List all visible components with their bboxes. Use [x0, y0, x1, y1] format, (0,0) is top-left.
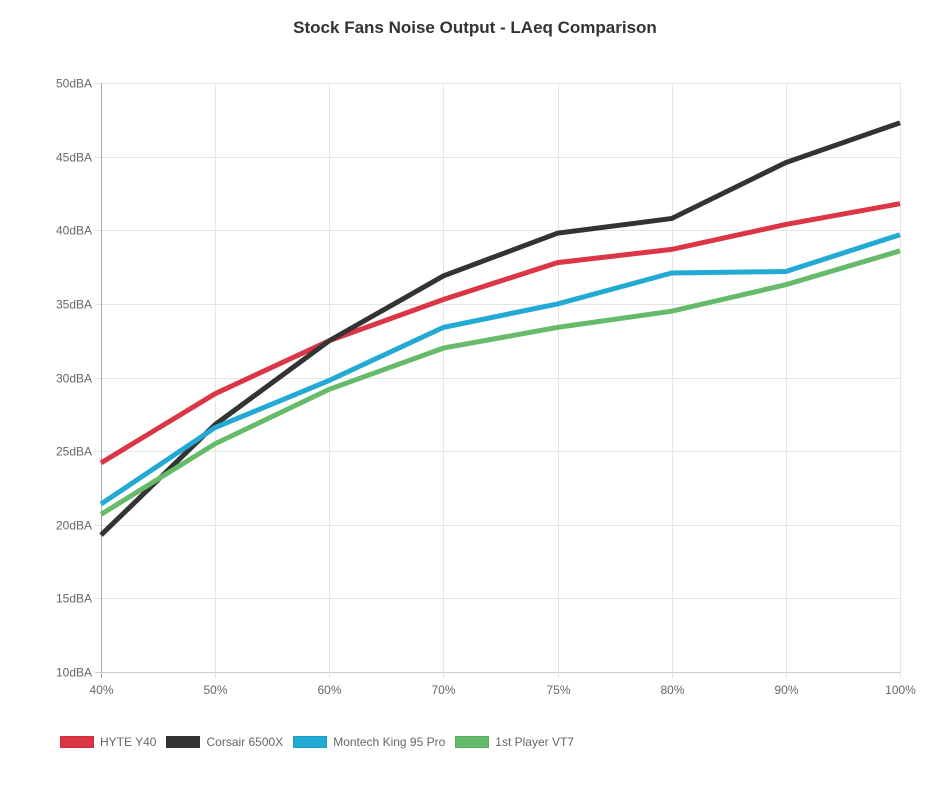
y-tick-label: 15dBA	[56, 592, 92, 606]
y-tick-label: 10dBA	[56, 666, 92, 680]
x-tick-label: 40%	[89, 683, 113, 697]
series-line-montech-king-95-pro	[99, 232, 901, 507]
x-tick-label: 75%	[546, 683, 570, 697]
chart-title: Stock Fans Noise Output - LAeq Compariso…	[293, 18, 657, 37]
x-tick-label: 100%	[885, 683, 916, 697]
grid-lines	[95, 83, 901, 678]
legend-item[interactable]: Montech King 95 Pro	[293, 735, 445, 749]
legend-label: Corsair 6500X	[206, 735, 284, 749]
y-axis-tick-labels: 10dBA 15dBA 20dBA 25dBA 30dBA 35dBA 40dBA 45dBA…	[56, 77, 92, 680]
legend-item[interactable]: HYTE Y40	[60, 735, 156, 749]
series-line-1st-player-vt7	[99, 248, 901, 517]
legend-label: Montech King 95 Pro	[333, 735, 446, 749]
series-line-corsair-6500x	[99, 120, 901, 537]
y-tick-label: 25dBA	[56, 445, 92, 459]
x-tick-label: 70%	[431, 683, 455, 697]
y-tick-label: 45dBA	[56, 151, 92, 165]
legend: HYTE Y40 Corsair 6500X Montech King 95 Pro…	[60, 735, 584, 749]
legend-swatch	[293, 736, 328, 748]
legend-swatch	[166, 736, 201, 748]
legend-label: HYTE Y40	[100, 735, 157, 749]
series-lines	[99, 120, 901, 537]
series-line-hyte-y40	[99, 201, 901, 466]
legend-swatch	[455, 736, 490, 748]
x-tick-label: 90%	[774, 683, 798, 697]
legend-swatch	[60, 736, 94, 748]
x-tick-label: 60%	[317, 683, 341, 697]
y-tick-label: 30dBA	[56, 372, 92, 386]
legend-item[interactable]: Corsair 6500X	[166, 735, 283, 749]
y-tick-label: 50dBA	[56, 77, 92, 91]
x-tick-label: 50%	[203, 683, 227, 697]
x-tick-label: 80%	[660, 683, 684, 697]
axes	[95, 83, 900, 678]
legend-item[interactable]: 1st Player VT7	[455, 735, 574, 749]
y-tick-label: 20dBA	[56, 519, 92, 533]
y-tick-label: 35dBA	[56, 298, 92, 312]
x-axis-tick-labels: 40% 50% 60% 70% 75% 80% 90% 100%	[89, 683, 916, 697]
y-tick-label: 40dBA	[56, 224, 92, 238]
legend-label: 1st Player VT7	[495, 735, 574, 749]
